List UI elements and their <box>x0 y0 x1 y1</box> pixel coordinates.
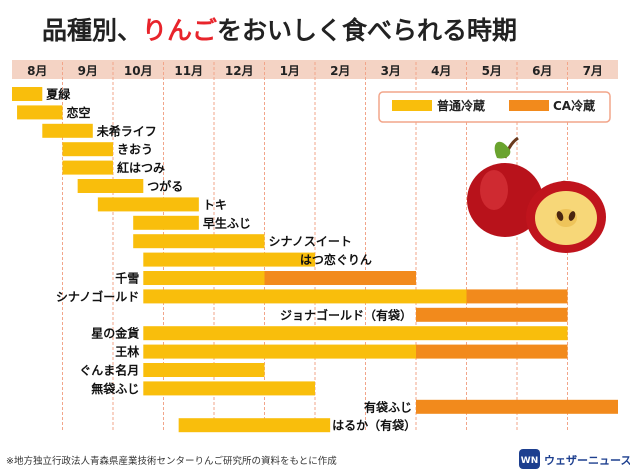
legend-label-ca: CA冷蔵 <box>553 98 595 113</box>
bar-segment-ca <box>416 399 618 414</box>
variety-label: 早生ふじ <box>203 215 251 230</box>
bar-segment-normal <box>62 160 113 175</box>
month-label: 4月 <box>431 64 451 78</box>
month-label: 2月 <box>330 64 350 78</box>
legend-swatch-ca <box>509 100 549 111</box>
month-label: 12月 <box>225 64 254 78</box>
variety-label: 星の金貨 <box>91 326 139 341</box>
bar-segment-normal <box>143 344 417 359</box>
variety-label: はつ恋ぐりん <box>300 252 372 267</box>
variety-label: ジョナゴールド（有袋） <box>280 307 412 322</box>
brand-mark: WN ウェザーニュース <box>519 449 630 469</box>
variety-label: トキ <box>203 198 227 212</box>
bar-segment-normal <box>17 105 63 120</box>
bar-segment-normal <box>133 234 265 249</box>
month-label: 7月 <box>583 64 603 78</box>
bar-segment-ca <box>416 344 568 359</box>
bar-segment-normal <box>143 289 467 304</box>
bar-segment-normal <box>42 123 93 138</box>
month-label: 11月 <box>174 64 203 78</box>
weathernews-logo-icon <box>519 449 540 469</box>
variety-label: 夏緑 <box>46 87 71 102</box>
brand-name: ウェザーニュース <box>544 454 630 467</box>
bar-segment-normal <box>143 271 265 285</box>
bar-segment-normal <box>143 252 315 267</box>
legend-box <box>378 91 611 123</box>
legend-label-normal: 普通冷蔵 <box>437 98 485 113</box>
legend: 普通冷蔵 CA冷蔵 <box>378 91 611 123</box>
variety-label: シナノスイート <box>269 235 352 249</box>
month-label: 10月 <box>124 64 153 78</box>
variety-label: シナノゴールド <box>56 289 139 304</box>
month-label: 9月 <box>78 64 98 78</box>
title-part-1: 品種別、 <box>42 16 142 45</box>
legend-swatch-normal <box>392 100 432 111</box>
bar-segment-normal <box>62 142 113 157</box>
month-labels: 8月 9月 10月 11月 12月 1月 2月 3月 4月 5月 6月 7月 <box>27 64 603 78</box>
variety-label: つがる <box>147 179 183 194</box>
bar-segment-normal <box>133 215 199 230</box>
variety-label: きおう <box>117 143 153 157</box>
month-label: 3月 <box>381 64 401 78</box>
bar-segment-normal <box>12 87 43 101</box>
footnote: ※地方独立行政法人青森県産業技術センターりんご研究所の資料をもとに作成 <box>6 455 337 467</box>
bar-segment-normal <box>143 381 315 396</box>
month-label: 6月 <box>532 64 552 78</box>
apple-leaf-icon <box>494 141 511 159</box>
title-part-2: りんご <box>142 16 217 45</box>
title-part-3: をおいしく食べられる時期 <box>217 16 517 45</box>
bar-segment-ca <box>466 289 568 304</box>
month-label: 1月 <box>280 64 300 78</box>
variety-label: 千雪 <box>115 271 139 286</box>
brand-logo-text: WN <box>521 456 538 466</box>
bar-segment-ca <box>416 307 568 322</box>
bar-segment-normal <box>77 179 144 193</box>
gantt-bars <box>12 87 618 433</box>
variety-label: 無袋ふじ <box>91 381 139 396</box>
bar-segment-normal <box>143 363 265 377</box>
apple-seed-icon <box>568 211 576 221</box>
variety-label: 王林 <box>115 344 139 359</box>
apple-illustration <box>467 136 606 253</box>
bar-segment-normal <box>178 418 331 433</box>
bar-segment-normal <box>97 197 199 212</box>
month-label: 5月 <box>482 64 502 78</box>
bar-segment-ca <box>264 271 416 285</box>
month-label: 8月 <box>27 64 47 78</box>
bar-segment-normal <box>143 326 568 341</box>
variety-label: はるか（有袋） <box>332 418 416 433</box>
variety-label: 未希ライフ <box>96 123 157 138</box>
variety-label: 恋空 <box>67 105 91 120</box>
variety-labels: 夏緑恋空未希ライフきおう紅はつみつがるトキ早生ふじシナノスイートはつ恋ぐりん千雪… <box>46 87 416 433</box>
variety-label: 紅はつみ <box>117 160 165 175</box>
variety-label: 有袋ふじ <box>364 399 412 414</box>
variety-label: ぐんま名月 <box>79 363 139 378</box>
chart-title: 品種別、りんごをおいしく食べられる時期 <box>42 16 517 45</box>
apple-seed-icon <box>556 211 564 221</box>
